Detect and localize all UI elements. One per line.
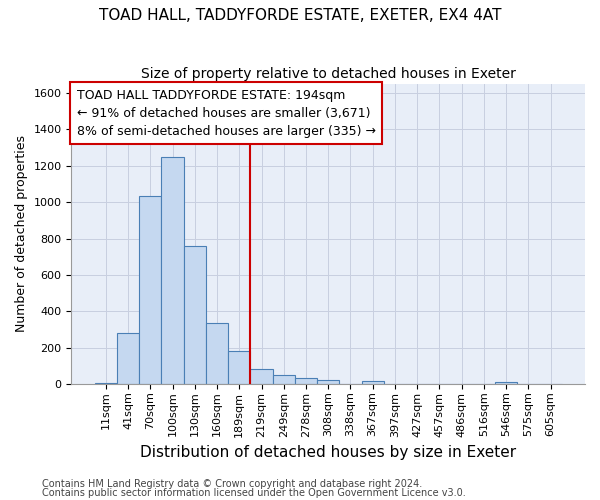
Bar: [272, 375, 295, 384]
Bar: [206, 323, 228, 384]
Text: Contains public sector information licensed under the Open Government Licence v3: Contains public sector information licen…: [42, 488, 466, 498]
X-axis label: Distribution of detached houses by size in Exeter: Distribution of detached houses by size …: [140, 445, 516, 460]
Text: TOAD HALL TADDYFORDE ESTATE: 194sqm
← 91% of detached houses are smaller (3,671): TOAD HALL TADDYFORDE ESTATE: 194sqm ← 91…: [77, 88, 376, 138]
Bar: [161, 156, 184, 384]
Bar: [495, 382, 517, 384]
Bar: [228, 351, 250, 384]
Bar: [95, 383, 117, 384]
Bar: [117, 333, 139, 384]
Bar: [317, 380, 340, 384]
Bar: [184, 246, 206, 384]
Bar: [139, 196, 161, 384]
Title: Size of property relative to detached houses in Exeter: Size of property relative to detached ho…: [141, 68, 515, 82]
Bar: [295, 378, 317, 384]
Bar: [362, 380, 384, 384]
Text: TOAD HALL, TADDYFORDE ESTATE, EXETER, EX4 4AT: TOAD HALL, TADDYFORDE ESTATE, EXETER, EX…: [99, 8, 501, 22]
Y-axis label: Number of detached properties: Number of detached properties: [15, 136, 28, 332]
Text: Contains HM Land Registry data © Crown copyright and database right 2024.: Contains HM Land Registry data © Crown c…: [42, 479, 422, 489]
Bar: [250, 369, 272, 384]
